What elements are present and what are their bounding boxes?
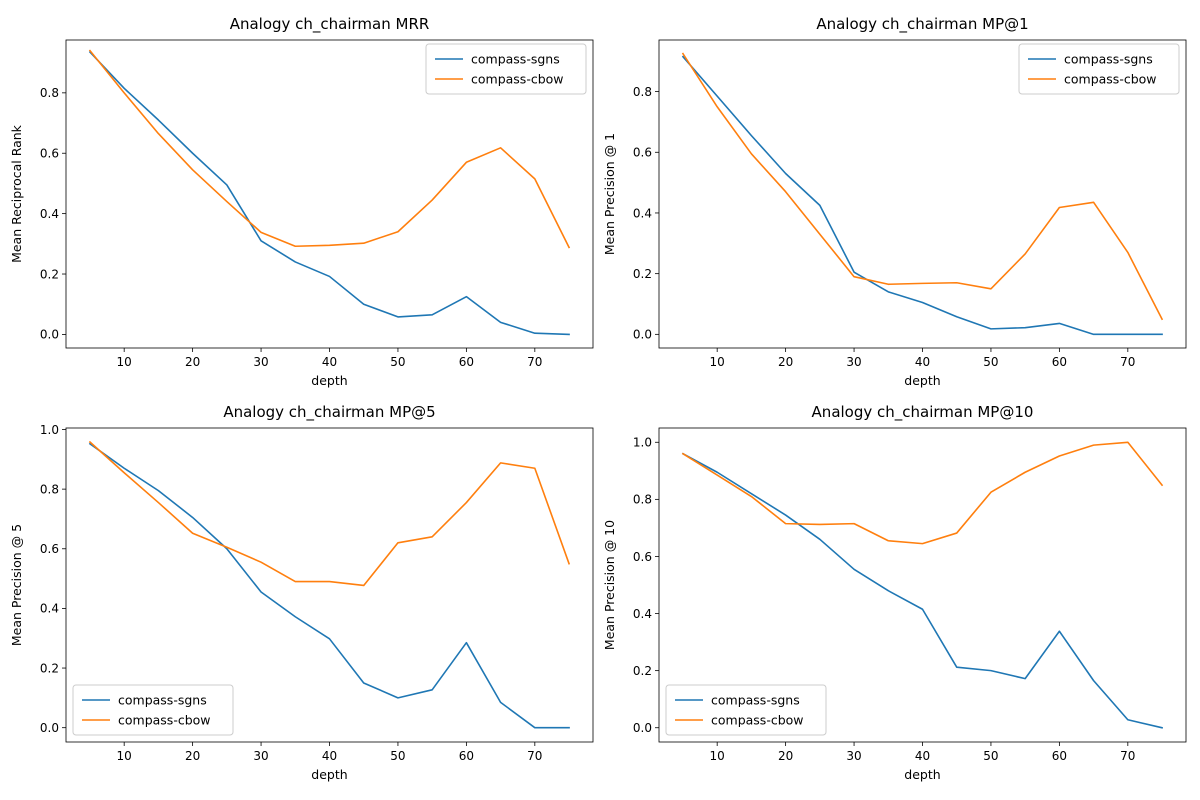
y-tick-label: 0.8 [40,86,59,100]
chart-2: Analogy ch_chairman MP@1 10 20 30 40 50 60 70 0.… [602,15,1187,388]
plot-frame [65,39,594,349]
legend-box [72,684,234,736]
y-tick-label: 0.6 [633,146,652,160]
y-tick-label: 1.0 [633,436,652,450]
x-tick-label: 70 [527,355,542,369]
y-tick-label: 1.0 [40,423,59,437]
y-tick-label: 0.6 [40,147,59,161]
legend: compass-sgns compass-cbow [1018,43,1180,95]
y-axis-label: Mean Precision @ 10 [602,520,617,650]
y-tick-label: 0.4 [40,207,59,221]
y-tick-label: 0.4 [633,206,652,220]
x-axis-label: depth [311,373,347,388]
plot-frame [658,39,1187,349]
y-tick-label: 0.8 [40,482,59,496]
series-line-compass-sgns [88,50,570,336]
x-tick-label: 60 [1052,749,1067,763]
y-tick-label: 0.8 [633,85,652,99]
x-axis-label: depth [311,767,347,782]
y-tick-label: 0.2 [40,661,59,675]
y-tick-label: 0.8 [633,493,652,507]
plot-frame [65,427,594,743]
x-tick-label: 30 [253,749,268,763]
legend-label: compass-sgns [118,693,207,708]
y-axis-label: Mean Precision @ 1 [602,133,617,255]
legend-box [1018,43,1180,95]
chart-title: Analogy ch_chairman MP@1 [816,15,1028,34]
series-line-compass-sgns [88,442,570,729]
legend: compass-sgns compass-cbow [72,684,234,736]
y-tick-label: 0.2 [633,664,652,678]
x-tick-label: 20 [778,355,793,369]
chart-title: Analogy ch_chairman MRR [230,15,430,34]
x-tick-label: 40 [915,749,930,763]
legend: compass-sgns compass-cbow [665,684,827,736]
y-tick-label: 0.0 [633,721,652,735]
y-tick-label: 0.2 [633,267,652,281]
series-line-compass-sgns [681,452,1164,729]
x-tick-label: 10 [117,355,132,369]
legend-label: compass-cbow [711,713,804,728]
series-line-compass-cbow [88,440,571,587]
x-axis-label: depth [904,373,940,388]
chart-4: Analogy ch_chairman MP@10 10 20 30 40 50 60 70 0… [602,403,1187,782]
legend-box [425,43,587,95]
y-tick-label: 0.0 [633,328,652,342]
y-tick-label: 0.2 [40,267,59,281]
chart-3: Analogy ch_chairman MP@5 10 20 30 40 50 60 70 0.… [9,403,594,782]
x-tick-label: 70 [1120,749,1135,763]
y-tick-label: 0.6 [633,550,652,564]
y-axis-label: Mean Precision @ 5 [9,524,24,646]
series-line-compass-sgns [681,55,1163,336]
x-tick-label: 20 [185,355,200,369]
legend-label: compass-cbow [471,72,564,87]
x-tick-label: 60 [459,355,474,369]
y-tick-label: 0.0 [40,328,59,342]
x-tick-label: 10 [710,749,725,763]
y-tick-label: 0.0 [40,721,59,735]
x-tick-label: 40 [322,749,337,763]
x-tick-label: 50 [390,749,405,763]
y-tick-label: 0.4 [633,607,652,621]
chart-title: Analogy ch_chairman MP@10 [812,403,1034,422]
y-tick-label: 0.6 [40,542,59,556]
x-tick-label: 20 [778,749,793,763]
series-line-compass-cbow [88,49,571,249]
x-tick-label: 30 [846,749,861,763]
legend-label: compass-cbow [1064,72,1157,87]
x-tick-label: 70 [527,749,542,763]
x-tick-label: 50 [983,355,998,369]
legend-box [665,684,827,736]
chart-title: Analogy ch_chairman MP@5 [223,403,435,422]
x-tick-label: 50 [983,749,998,763]
plot-frame [658,427,1187,743]
series-line-compass-cbow [681,52,1164,321]
legend: compass-sgns compass-cbow [425,43,587,95]
x-tick-label: 30 [253,355,268,369]
legend-label: compass-sgns [1064,52,1153,67]
x-tick-label: 10 [710,355,725,369]
x-tick-label: 30 [846,355,861,369]
x-tick-label: 60 [1052,355,1067,369]
x-tick-label: 40 [322,355,337,369]
legend-label: compass-sgns [711,693,800,708]
series-line-compass-cbow [681,441,1164,545]
x-tick-label: 60 [459,749,474,763]
chart-1: Analogy ch_chairman MRR 10 20 30 40 50 60 70 0.0… [9,15,594,388]
x-tick-label: 20 [185,749,200,763]
legend-label: compass-sgns [471,52,560,67]
x-axis-label: depth [904,767,940,782]
legend-label: compass-cbow [118,713,211,728]
y-axis-label: Mean Reciprocal Rank [9,124,24,263]
x-tick-label: 70 [1120,355,1135,369]
x-tick-label: 10 [117,749,132,763]
x-tick-label: 40 [915,355,930,369]
x-tick-label: 50 [390,355,405,369]
y-tick-label: 0.4 [40,602,59,616]
